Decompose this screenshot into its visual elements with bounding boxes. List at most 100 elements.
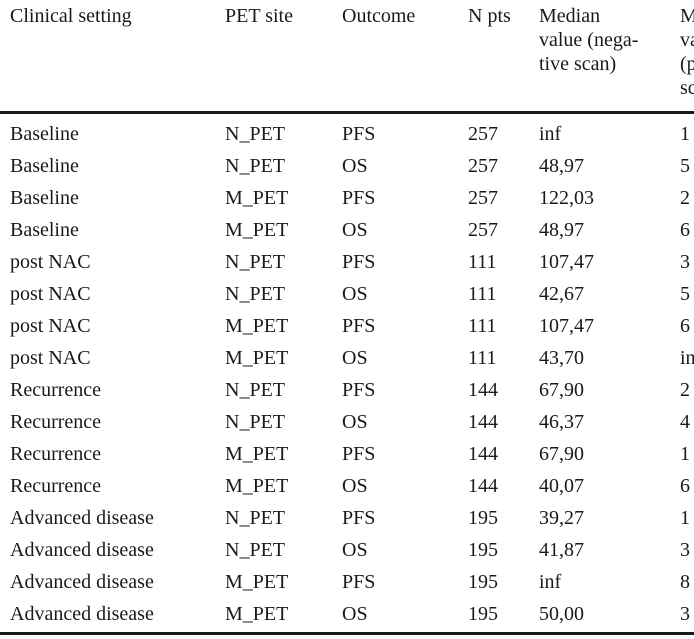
outcome-cell: PFS [342, 251, 376, 273]
pet-site-cell: M_PET [225, 475, 289, 497]
n-pts-cell: 195 [468, 603, 498, 625]
median-positive-cell: in [680, 347, 694, 369]
header-line: Clinical setting [10, 5, 132, 27]
pet-site-cell: M_PET [225, 347, 289, 369]
pet-site-cell: N_PET [225, 251, 285, 273]
clinical-setting-cell: Recurrence [10, 475, 102, 497]
median-negative-cell: inf [539, 571, 562, 593]
table-row: Baseline N_PET OS 257 48,97 5 [0, 150, 694, 182]
median-negative-cell: 107,47 [539, 315, 594, 337]
median-negative-cell: 40,07 [539, 475, 584, 497]
clinical-setting-cell: Advanced disease [10, 507, 154, 529]
median-negative-cell: inf [539, 123, 562, 145]
header-line: N pts [468, 5, 511, 27]
header-line: Median [539, 5, 601, 27]
median-negative-cell: 42,67 [539, 283, 584, 305]
outcome-cell: OS [342, 155, 368, 177]
median-positive-cell: 6 [680, 315, 690, 337]
median-positive-cell: 5 [680, 155, 690, 177]
outcome-cell: OS [342, 219, 368, 241]
clinical-setting-cell: Baseline [10, 123, 79, 145]
median-positive-cell: 3 [680, 539, 690, 561]
clinical-setting-cell: Advanced disease [10, 539, 154, 561]
clinical-setting-cell: Advanced disease [10, 571, 154, 593]
header-median-positive: M va (p sc [672, 0, 694, 114]
header-clinical-setting: Clinical setting [0, 0, 217, 114]
pet-site-cell: M_PET [225, 219, 289, 241]
header-line: Outcome [342, 5, 416, 27]
n-pts-cell: 195 [468, 507, 498, 529]
table-row: Baseline M_PET OS 257 48,97 6 [0, 214, 694, 246]
pet-site-cell: M_PET [225, 571, 289, 593]
clinical-setting-cell: Recurrence [10, 443, 102, 465]
table-row: Recurrence M_PET PFS 144 67,90 1 [0, 438, 694, 470]
table-row: Recurrence N_PET PFS 144 67,90 2 [0, 374, 694, 406]
pet-site-cell: N_PET [225, 379, 285, 401]
outcome-cell: PFS [342, 443, 376, 465]
n-pts-cell: 195 [468, 571, 498, 593]
n-pts-cell: 144 [468, 443, 498, 465]
n-pts-cell: 111 [468, 347, 497, 369]
median-negative-cell: 39,27 [539, 507, 584, 529]
outcome-cell: PFS [342, 507, 376, 529]
n-pts-cell: 144 [468, 411, 498, 433]
header-line: M [680, 5, 694, 27]
table-row: Baseline M_PET PFS 257 122,03 2 [0, 182, 694, 214]
median-positive-cell: 2 [680, 379, 690, 401]
pet-site-cell: N_PET [225, 155, 285, 177]
table-row: post NAC M_PET OS 111 43,70 in [0, 342, 694, 374]
median-positive-cell: 1 [680, 443, 690, 465]
pet-site-cell: M_PET [225, 603, 289, 625]
median-positive-cell: 3 [680, 251, 690, 273]
outcome-cell: OS [342, 411, 368, 433]
median-negative-cell: 67,90 [539, 443, 584, 465]
table-row: Advanced disease M_PET OS 195 50,00 3 [0, 598, 694, 630]
median-negative-cell: 48,97 [539, 155, 584, 177]
n-pts-cell: 257 [468, 123, 498, 145]
header-row: Clinical setting PET site Outcome N pts … [0, 0, 694, 114]
table-row: post NAC N_PET PFS 111 107,47 3 [0, 246, 694, 278]
outcome-cell: PFS [342, 187, 376, 209]
median-positive-cell: 1 [680, 123, 690, 145]
pet-site-cell: M_PET [225, 315, 289, 337]
table-header: Clinical setting PET site Outcome N pts … [0, 0, 694, 114]
pet-site-cell: N_PET [225, 507, 285, 529]
outcome-cell: OS [342, 347, 368, 369]
clinical-setting-cell: post NAC [10, 347, 91, 369]
median-positive-cell: 3 [680, 603, 690, 625]
median-positive-cell: 2 [680, 187, 690, 209]
outcome-cell: PFS [342, 123, 376, 145]
median-positive-cell: 5 [680, 283, 690, 305]
table-row: Advanced disease N_PET PFS 195 39,27 1 [0, 502, 694, 534]
median-negative-cell: 50,00 [539, 603, 584, 625]
median-negative-cell: 43,70 [539, 347, 584, 369]
table-body: Baseline N_PET PFS 257 inf 1 Baseline N_PET OS 2 5… [0, 113, 694, 631]
table-bottom-rule [0, 632, 694, 635]
outcome-cell: PFS [342, 315, 376, 337]
median-positive-cell: 1 [680, 507, 690, 529]
median-positive-cell: 6 [680, 219, 690, 241]
header-line: va [680, 29, 694, 51]
median-negative-cell: 107,47 [539, 251, 594, 273]
table-row: Baseline N_PET PFS 257 inf 1 [0, 113, 694, 151]
pet-site-cell: N_PET [225, 411, 285, 433]
header-n-pts: N pts [460, 0, 531, 114]
median-positive-cell: 6 [680, 475, 690, 497]
median-positive-cell: 8 [680, 571, 690, 593]
table-row: Recurrence M_PET OS 144 40,07 6 [0, 470, 694, 502]
pet-site-cell: N_PET [225, 539, 285, 561]
n-pts-cell: 111 [468, 251, 497, 273]
table-row: post NAC M_PET PFS 111 107,47 6 [0, 310, 694, 342]
clinical-setting-cell: Baseline [10, 187, 79, 209]
clinical-setting-cell: Advanced disease [10, 603, 154, 625]
n-pts-cell: 111 [468, 283, 497, 305]
outcome-cell: PFS [342, 571, 376, 593]
median-negative-cell: 122,03 [539, 187, 594, 209]
median-negative-cell: 46,37 [539, 411, 584, 433]
table-row: Advanced disease N_PET OS 195 41,87 3 [0, 534, 694, 566]
clinical-setting-cell: Baseline [10, 219, 79, 241]
outcome-cell: OS [342, 539, 368, 561]
n-pts-cell: 195 [468, 539, 498, 561]
clinical-setting-cell: Recurrence [10, 411, 102, 433]
